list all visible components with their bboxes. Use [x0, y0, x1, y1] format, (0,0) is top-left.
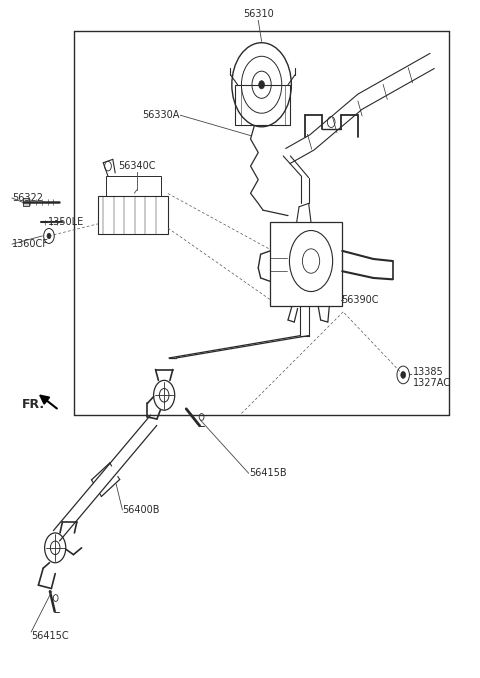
- Text: 13385: 13385: [413, 367, 444, 376]
- Circle shape: [47, 233, 51, 239]
- Text: 56390C: 56390C: [341, 295, 378, 304]
- Text: 1360CF: 1360CF: [12, 239, 49, 249]
- Text: 56400B: 56400B: [122, 505, 160, 515]
- Circle shape: [401, 372, 406, 378]
- Bar: [23, 198, 29, 206]
- Text: 56415C: 56415C: [31, 631, 69, 641]
- Text: FR.: FR.: [22, 398, 45, 412]
- Circle shape: [259, 81, 264, 89]
- Text: 1350LE: 1350LE: [48, 218, 84, 227]
- Text: 56322: 56322: [12, 193, 43, 203]
- Text: 56415B: 56415B: [250, 468, 287, 478]
- Bar: [235, 85, 290, 125]
- Bar: [106, 176, 161, 197]
- Text: 1327AC: 1327AC: [413, 378, 451, 388]
- Bar: [98, 197, 168, 234]
- Bar: [270, 222, 342, 306]
- Text: 56340C: 56340C: [118, 161, 156, 171]
- Text: 56310: 56310: [243, 9, 274, 19]
- Text: 56330A: 56330A: [143, 111, 180, 120]
